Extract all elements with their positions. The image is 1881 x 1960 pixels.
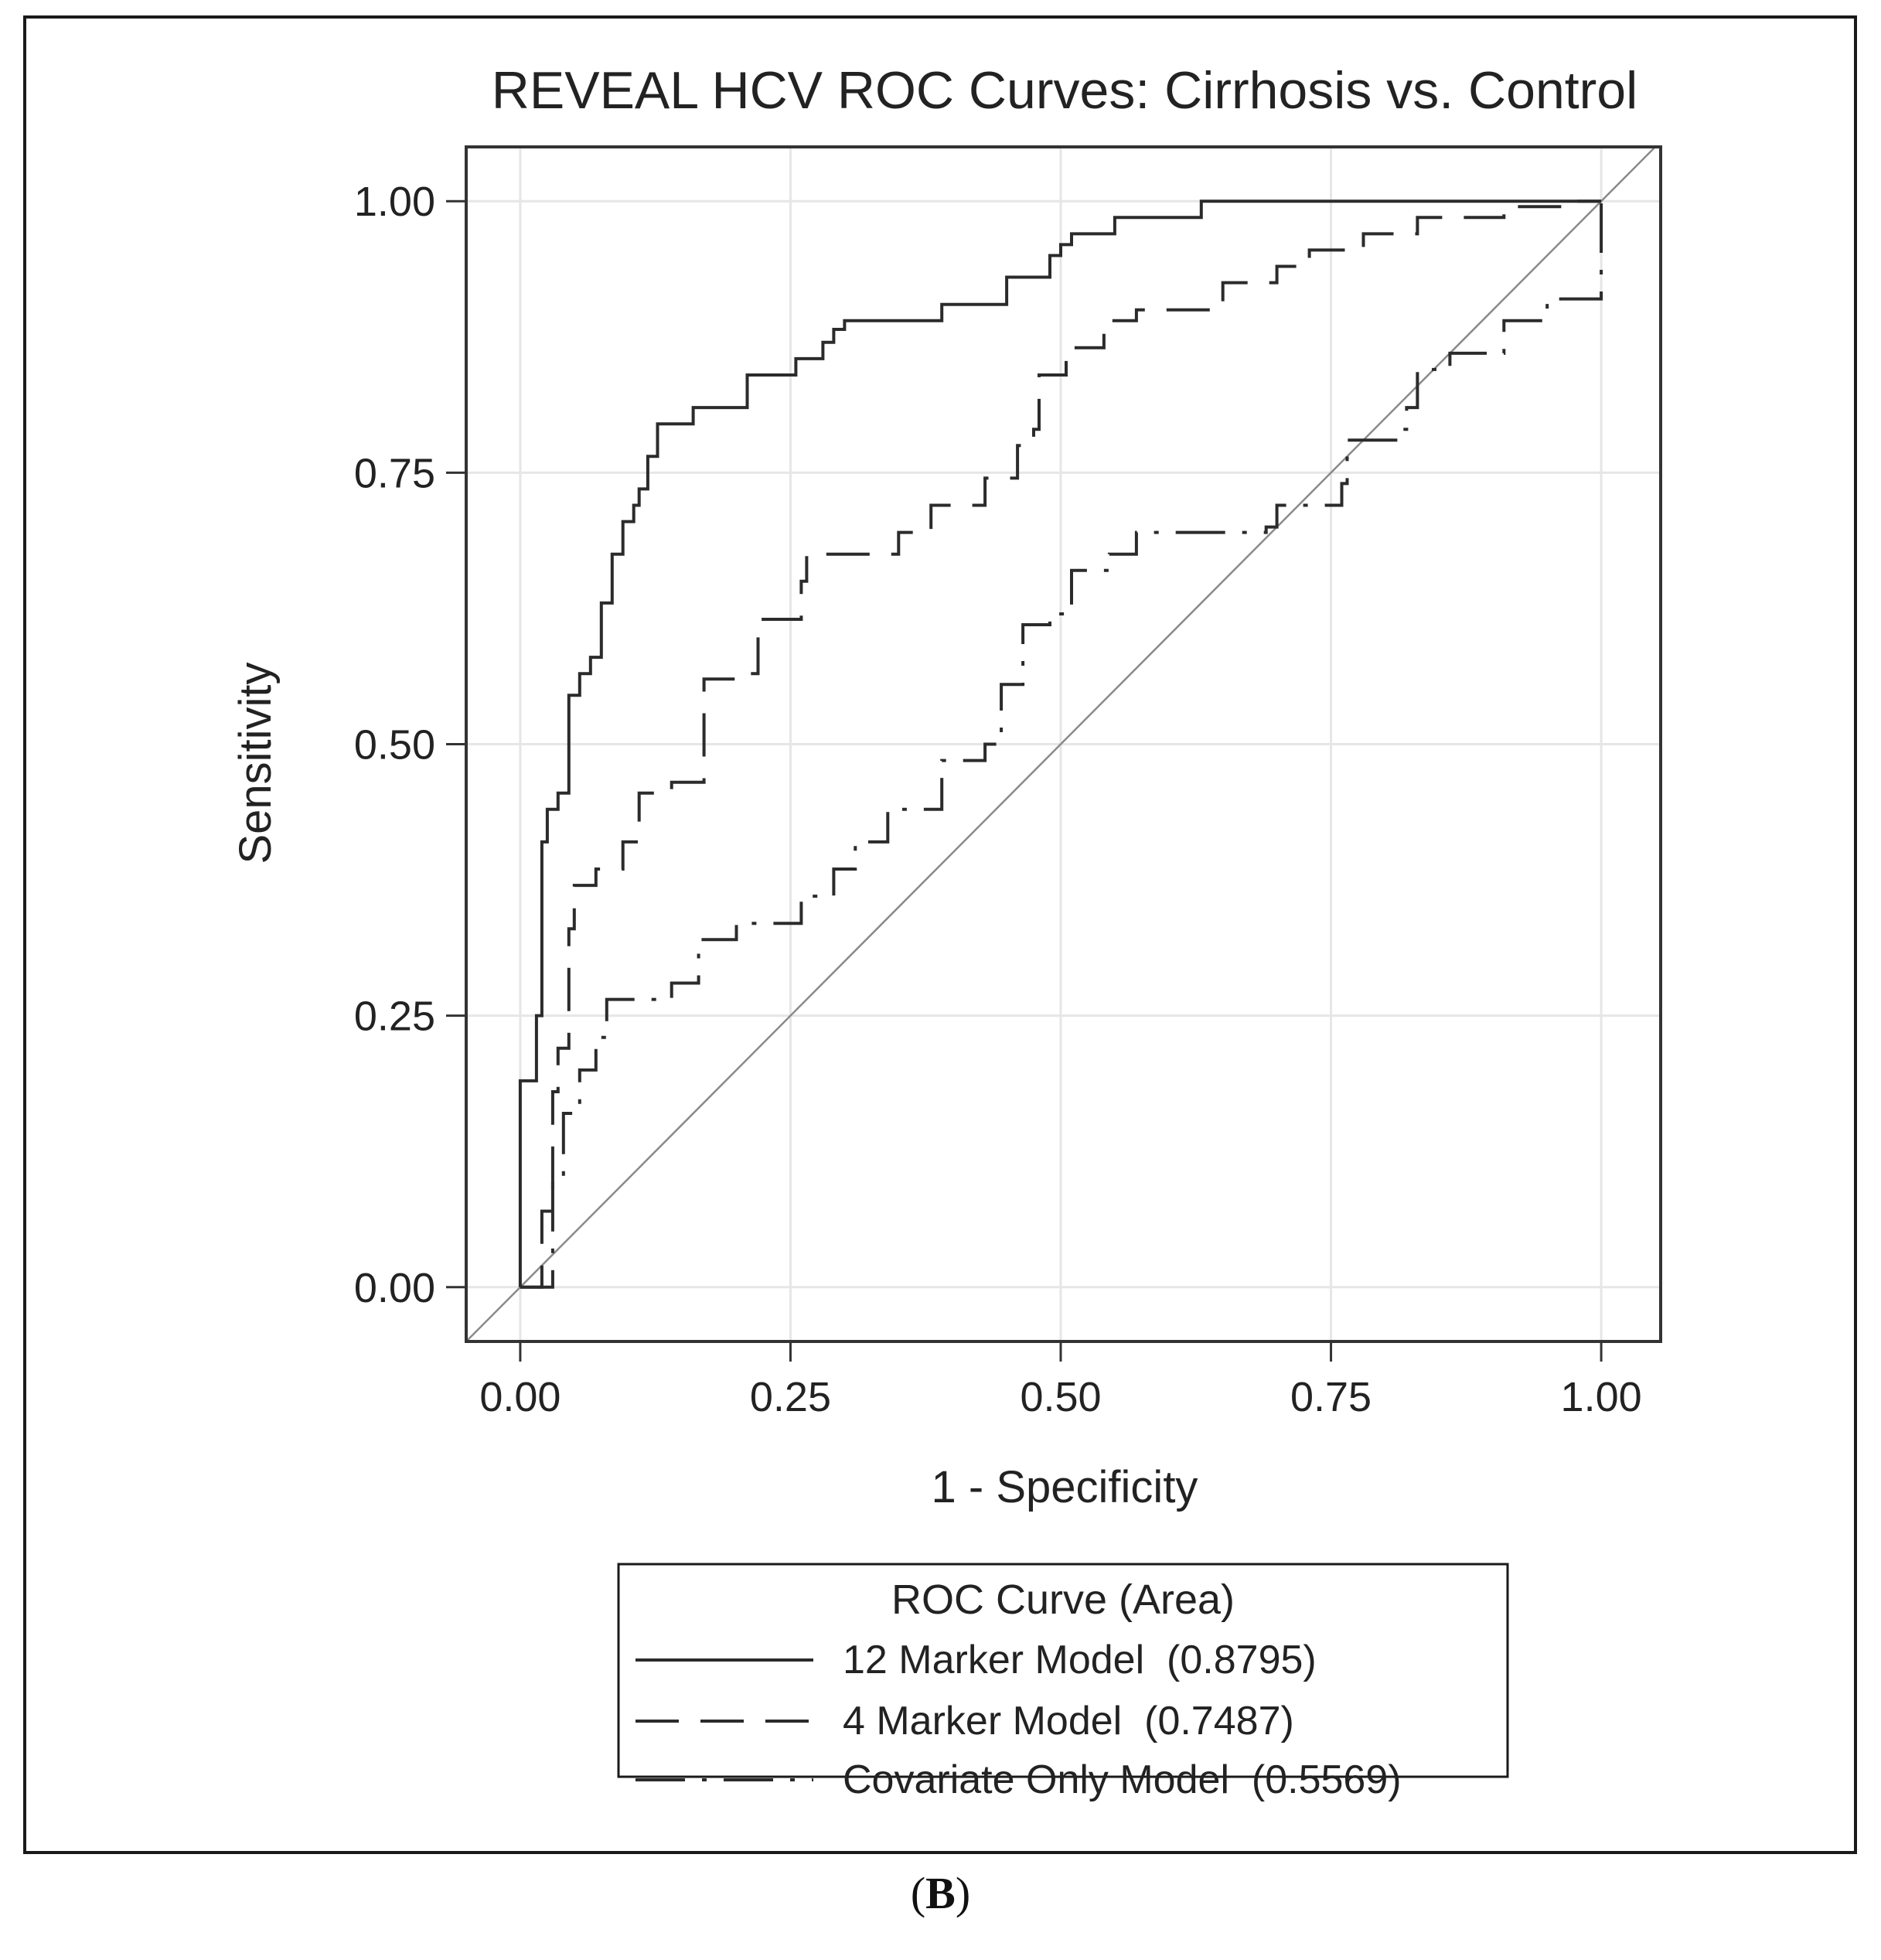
legend-entry-covariate: Covariate Only Model (0.5569) (843, 1757, 1402, 1802)
y-tick-label-1: 0.25 (354, 994, 435, 1040)
legend-entry-12-marker: 12 Marker Model (0.8795) (843, 1638, 1317, 1682)
y-axis-label: Sensitivity (230, 662, 281, 864)
x-tick-label-3: 0.75 (1290, 1374, 1372, 1420)
x-tick-label-4: 1.00 (1561, 1374, 1642, 1420)
y-tick-label-2: 0.50 (354, 722, 435, 769)
series-line-12-marker-model (518, 199, 1602, 1287)
x-axis-ticks: 0.00 0.25 0.50 0.75 1.00 (479, 1341, 1642, 1420)
roc-chart: REVEAL HCV ROC Curves: Cirrhosis vs. Con… (230, 61, 1662, 1802)
panel-label-close: ) (955, 1868, 971, 1918)
y-tick-label-0: 0.00 (354, 1265, 435, 1311)
y-axis-ticks: 0.00 0.25 0.50 0.75 1.00 (354, 179, 466, 1311)
legend-title: ROC Curve (Area) (891, 1577, 1235, 1623)
legend-entry-4-marker: 4 Marker Model (0.7487) (843, 1699, 1294, 1744)
reference-diagonal (465, 146, 1656, 1342)
legend-box (617, 1563, 1509, 1778)
x-axis-label: 1 - Specificity (932, 1462, 1198, 1512)
series-line-4-marker-model (520, 199, 1602, 1289)
y-tick-label-4: 1.00 (354, 179, 435, 225)
figure-frame (23, 15, 1857, 1854)
legend: ROC Curve (Area) 12 Marker Model (0.8795… (617, 1563, 1509, 1802)
x-tick-label-0: 0.00 (479, 1374, 561, 1420)
panel-label-letter: B (925, 1868, 956, 1918)
reference-line (465, 146, 1656, 1342)
chart-title: REVEAL HCV ROC Curves: Cirrhosis vs. Con… (492, 61, 1638, 120)
x-tick-label-2: 0.50 (1020, 1374, 1101, 1420)
x-tick-label-1: 0.25 (750, 1374, 831, 1420)
panel-label: (B) (0, 1867, 1881, 1919)
y-tick-label-3: 0.75 (354, 450, 435, 496)
series-line-covariate-only-model (520, 201, 1603, 1289)
roc-series (518, 199, 1603, 1289)
panel-label-open: ( (910, 1868, 926, 1918)
